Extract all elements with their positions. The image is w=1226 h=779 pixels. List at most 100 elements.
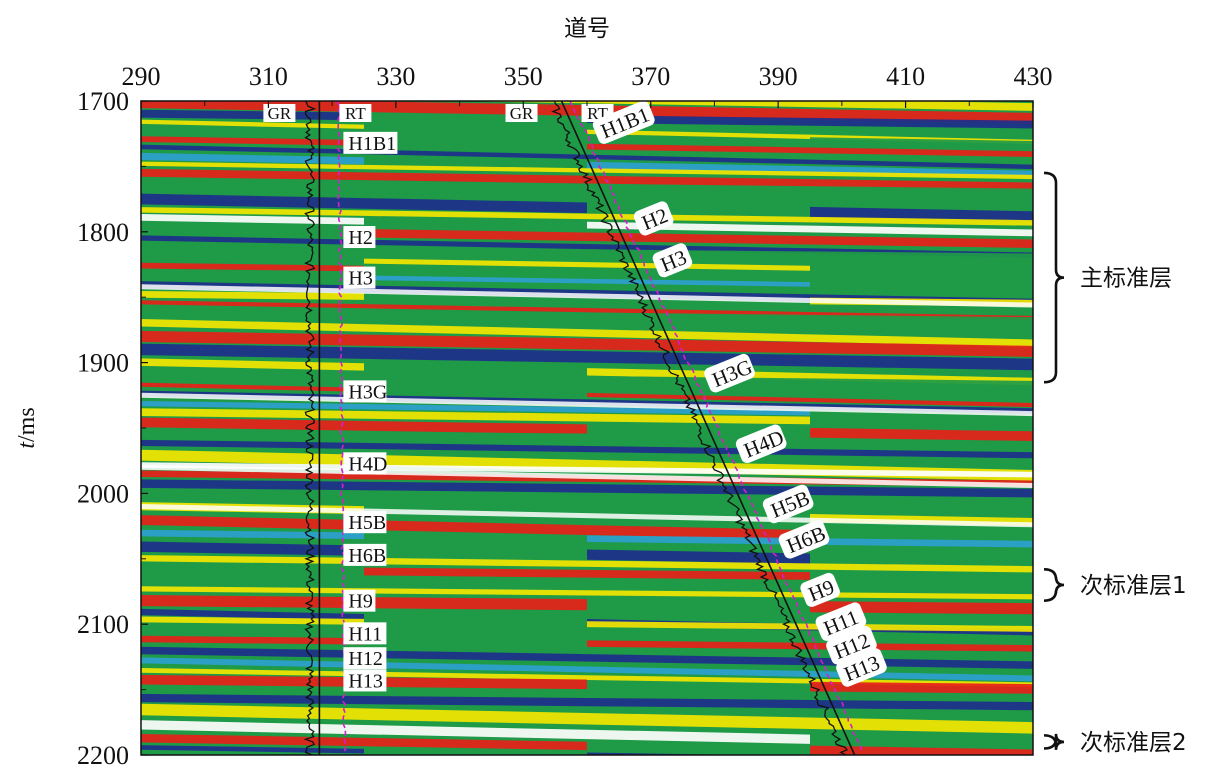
seismic-reflector: [141, 358, 364, 371]
seismic-reflector: [810, 427, 1033, 442]
horizon-label-bg: [815, 602, 867, 641]
seismic-reflector: [141, 235, 364, 245]
x-tick-label: 430: [1014, 62, 1053, 91]
y-tick-label: 1700: [77, 87, 129, 116]
horizon-label-bg: [778, 520, 830, 559]
seismic-reflector: [141, 400, 364, 410]
seismic-reflector: [587, 368, 810, 381]
seismic-reflector: [364, 695, 587, 707]
seismic-reflector: [141, 262, 364, 272]
horizon-label: H6B: [348, 545, 386, 567]
seismic-amplitude-heatmap: [141, 101, 1033, 777]
seismic-reflector: [587, 569, 810, 580]
horizon-label-bg: [592, 100, 655, 144]
seismic-reflector: [587, 762, 810, 773]
horizon-label-bg: [343, 647, 387, 670]
seismic-reflector: [141, 300, 364, 309]
seismic-reflector: [364, 420, 587, 435]
seismic-reflector: [587, 484, 810, 496]
seismic-reflector: [810, 186, 1033, 199]
seismic-reflector: [364, 324, 587, 337]
seismic-reflector: [587, 175, 810, 187]
seismic-reflector: [364, 588, 587, 596]
seismic-reflector: [810, 583, 1033, 591]
seismic-reflector: [587, 161, 810, 174]
seismic-reflector: [810, 314, 1033, 325]
seismic-reflector: [364, 149, 587, 160]
seismic-reflector: [587, 712, 810, 730]
seismic-reflector: [364, 239, 587, 250]
seismic-reflector: [141, 586, 364, 594]
seismic-reflector: [364, 481, 587, 493]
seismic-reflector: [364, 597, 587, 611]
seismic-reflector: [364, 494, 587, 507]
seismic-reflector: [587, 338, 810, 354]
seismic-reflector: [141, 144, 364, 155]
horizon-label-bg: [343, 511, 387, 534]
seismic-reflector: [364, 661, 587, 673]
seismic-reflector: [141, 733, 364, 747]
seismic-reflector: [810, 159, 1033, 170]
curve-label: GR: [510, 104, 534, 123]
seismic-reflector: [587, 729, 810, 744]
seismic-reflector: [364, 708, 587, 725]
bright-reflector: [141, 464, 1033, 489]
seismic-reflector: [810, 147, 1033, 157]
seismic-reflector: [141, 382, 364, 392]
seismic-reflector: [810, 756, 1033, 764]
seismic-reflector: [587, 232, 810, 245]
seismic-reflector: [364, 164, 587, 173]
seismic-reflector: [587, 535, 810, 545]
seismic-reflector: [364, 557, 587, 567]
seismic-reflector: [141, 343, 364, 359]
seismic-reflector: [810, 563, 1033, 573]
horizon-label: H5B: [348, 512, 386, 534]
seismic-reflector: [141, 529, 364, 540]
seismic-reflector: [141, 136, 364, 146]
seismic-reflector: [364, 172, 587, 184]
seismic-reflector: [810, 699, 1033, 711]
seismic-reflector: [141, 168, 364, 181]
x-tick-label: 370: [631, 62, 670, 91]
seismic-reflector: [587, 654, 810, 666]
horizon-label: H11: [348, 623, 382, 645]
seismic-reflector: [587, 183, 810, 196]
seismic-reflector: [587, 312, 810, 323]
seismic-reflector: [364, 228, 587, 242]
seismic-reflector: [810, 681, 1033, 694]
seismic-reflector: [141, 595, 364, 609]
seismic-reflector: [364, 677, 587, 690]
horizon-label: H2: [633, 201, 674, 236]
seismic-reflector: [810, 449, 1033, 459]
seismic-reflector: [364, 737, 587, 751]
x-tick-label: 390: [759, 62, 798, 91]
seismic-reflector: [587, 666, 810, 677]
seismic-reflector: [810, 717, 1033, 734]
seismic-reflector: [810, 397, 1033, 408]
seismic-reflector: [141, 417, 364, 431]
seismic-reflector: [810, 251, 1033, 259]
seismic-reflector: [810, 225, 1033, 237]
horizon-label: H3: [348, 268, 372, 290]
seismic-reflector: [364, 411, 587, 422]
seismic-reflector: [141, 449, 364, 466]
x-tick-label: 290: [122, 62, 161, 91]
curve-label: RT: [345, 104, 366, 123]
horizon-label: H1B1: [348, 133, 396, 155]
seismic-reflector: [141, 720, 364, 735]
seismic-reflector: [364, 650, 587, 662]
seismic-reflector: [810, 334, 1033, 347]
horizon-label-bg: [343, 589, 376, 612]
seismic-reflector: [587, 590, 810, 598]
seismic-reflector: [810, 137, 1033, 149]
seismic-reflector: [364, 579, 587, 587]
seismic-reflector: [810, 770, 1033, 777]
bracket-label: 次标准层2: [1080, 730, 1187, 756]
y-axis-variable: t: [14, 441, 40, 449]
horizon-label-bg: [836, 648, 887, 687]
y-axis-unit: /ms: [14, 407, 40, 442]
horizon-label: H2: [348, 227, 372, 249]
well-trajectory: [560, 101, 856, 755]
seismic-reflector: [587, 581, 810, 589]
